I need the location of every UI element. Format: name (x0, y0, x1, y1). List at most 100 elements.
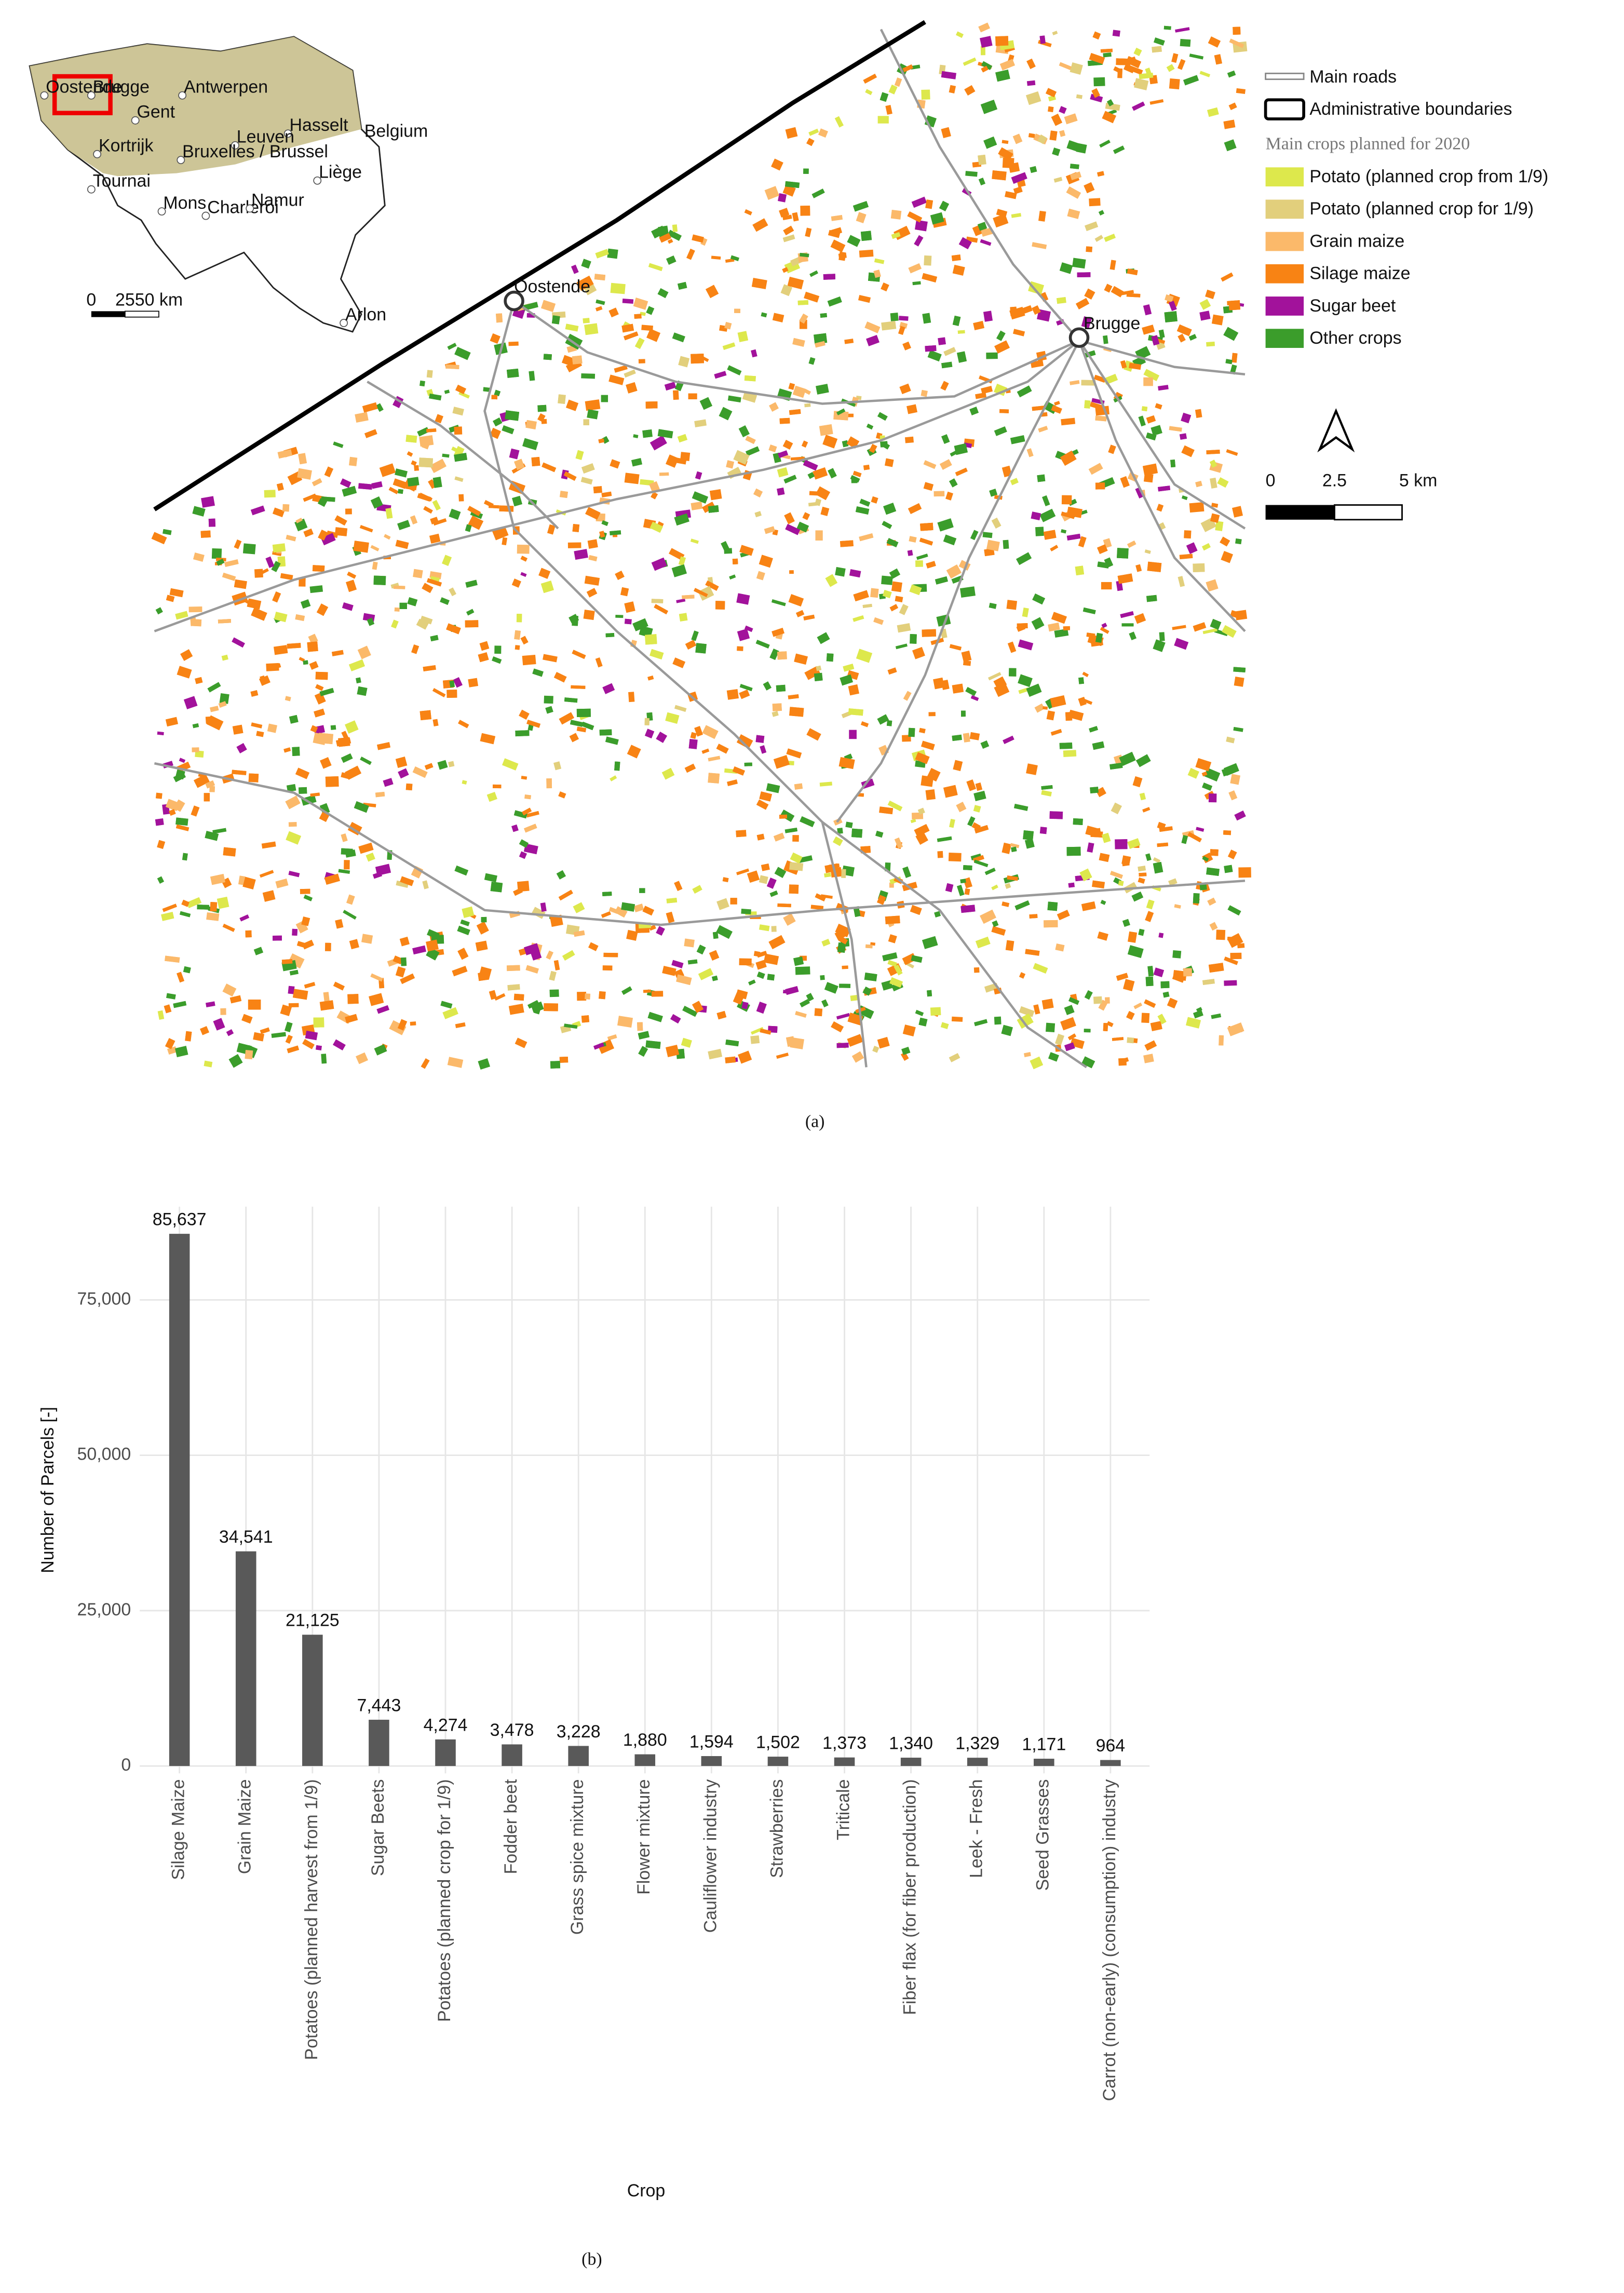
parcel (1189, 502, 1205, 513)
parcel (834, 928, 848, 940)
parcel (1144, 473, 1154, 483)
parcel (1068, 882, 1075, 888)
parcel (800, 955, 807, 961)
parcel (851, 479, 858, 483)
parcel (304, 982, 316, 989)
parcel (902, 64, 913, 72)
parcel (312, 478, 322, 487)
bar-chart: Number of Parcels [-] Crop 025,00050,000… (38, 1206, 1150, 2201)
parcel (1051, 405, 1062, 414)
parcel (493, 417, 503, 427)
parcel (1132, 776, 1143, 788)
parcel (400, 876, 414, 886)
parcel (960, 905, 976, 913)
parcel (989, 602, 997, 609)
parcel (1055, 1033, 1064, 1046)
parcel (692, 491, 709, 504)
parcel (1072, 258, 1086, 269)
parcel (643, 989, 651, 993)
parcel (835, 566, 846, 577)
parcel (370, 496, 383, 509)
parcel (1166, 64, 1175, 72)
parcel (583, 419, 589, 426)
parcel (514, 458, 525, 470)
parcel (787, 276, 804, 290)
parcel (995, 70, 1010, 82)
parcel (245, 930, 252, 938)
parcel (559, 712, 574, 725)
parcel (502, 537, 507, 546)
parcel (393, 955, 403, 965)
parcel (183, 696, 198, 709)
parcel (1132, 101, 1145, 111)
parcel (745, 446, 760, 456)
parcel (446, 690, 457, 698)
parcel (1091, 88, 1100, 98)
parcel (881, 321, 897, 331)
parcel (1059, 62, 1072, 70)
parcel (858, 294, 871, 303)
parcel (1138, 866, 1146, 872)
parcel (1037, 309, 1051, 322)
parcel (1128, 65, 1143, 75)
parcel (1147, 561, 1162, 572)
parcel (816, 665, 822, 671)
parcel (952, 734, 962, 741)
legend-swatch (1265, 199, 1304, 219)
parcel (711, 975, 718, 981)
parcel (157, 1010, 165, 1020)
scale-bar (1334, 504, 1403, 521)
parcel (943, 347, 956, 356)
parcel (1077, 272, 1091, 278)
parcel (1101, 832, 1111, 843)
parcel (1040, 292, 1049, 302)
parcel (764, 526, 775, 534)
parcel (806, 993, 814, 1002)
parcel (935, 576, 948, 585)
parcel (543, 654, 558, 663)
parcel (827, 296, 842, 307)
x-tick-label: Triticale (833, 1779, 853, 1840)
parcel (792, 385, 806, 398)
parcel (679, 613, 688, 622)
parcel (908, 727, 915, 737)
parcel (599, 531, 605, 538)
parcel (1180, 38, 1191, 47)
parcel (851, 1051, 864, 1063)
parcel (615, 615, 624, 618)
parcel (1023, 830, 1034, 841)
parcel (642, 429, 653, 438)
parcel (760, 1028, 772, 1035)
parcel (1152, 46, 1162, 53)
parcel (506, 965, 520, 972)
parcel (287, 1045, 300, 1054)
parcel (321, 1054, 327, 1064)
parcel (216, 896, 229, 909)
parcel (1050, 545, 1059, 551)
parcel (558, 791, 566, 799)
parcel (902, 1024, 916, 1037)
parcel (672, 657, 686, 668)
parcel (572, 524, 580, 532)
parcel (782, 267, 789, 273)
panel-label: (b) (581, 2250, 602, 2269)
parcel (782, 234, 795, 242)
parcel (831, 215, 843, 221)
parcel (891, 232, 901, 239)
parcel (996, 330, 1006, 341)
parcel (692, 885, 702, 894)
road (1078, 340, 1246, 530)
parcel (1018, 687, 1029, 694)
parcel (460, 919, 470, 926)
parcel (1121, 623, 1134, 627)
parcel (649, 435, 667, 451)
parcel (299, 787, 307, 794)
parcel (433, 518, 447, 526)
parcel (452, 407, 464, 416)
parcel (1031, 511, 1041, 521)
parcel (721, 541, 730, 551)
parcel (1082, 607, 1096, 614)
parcel (852, 615, 864, 622)
parcel (1139, 72, 1154, 79)
parcel (1175, 27, 1190, 33)
